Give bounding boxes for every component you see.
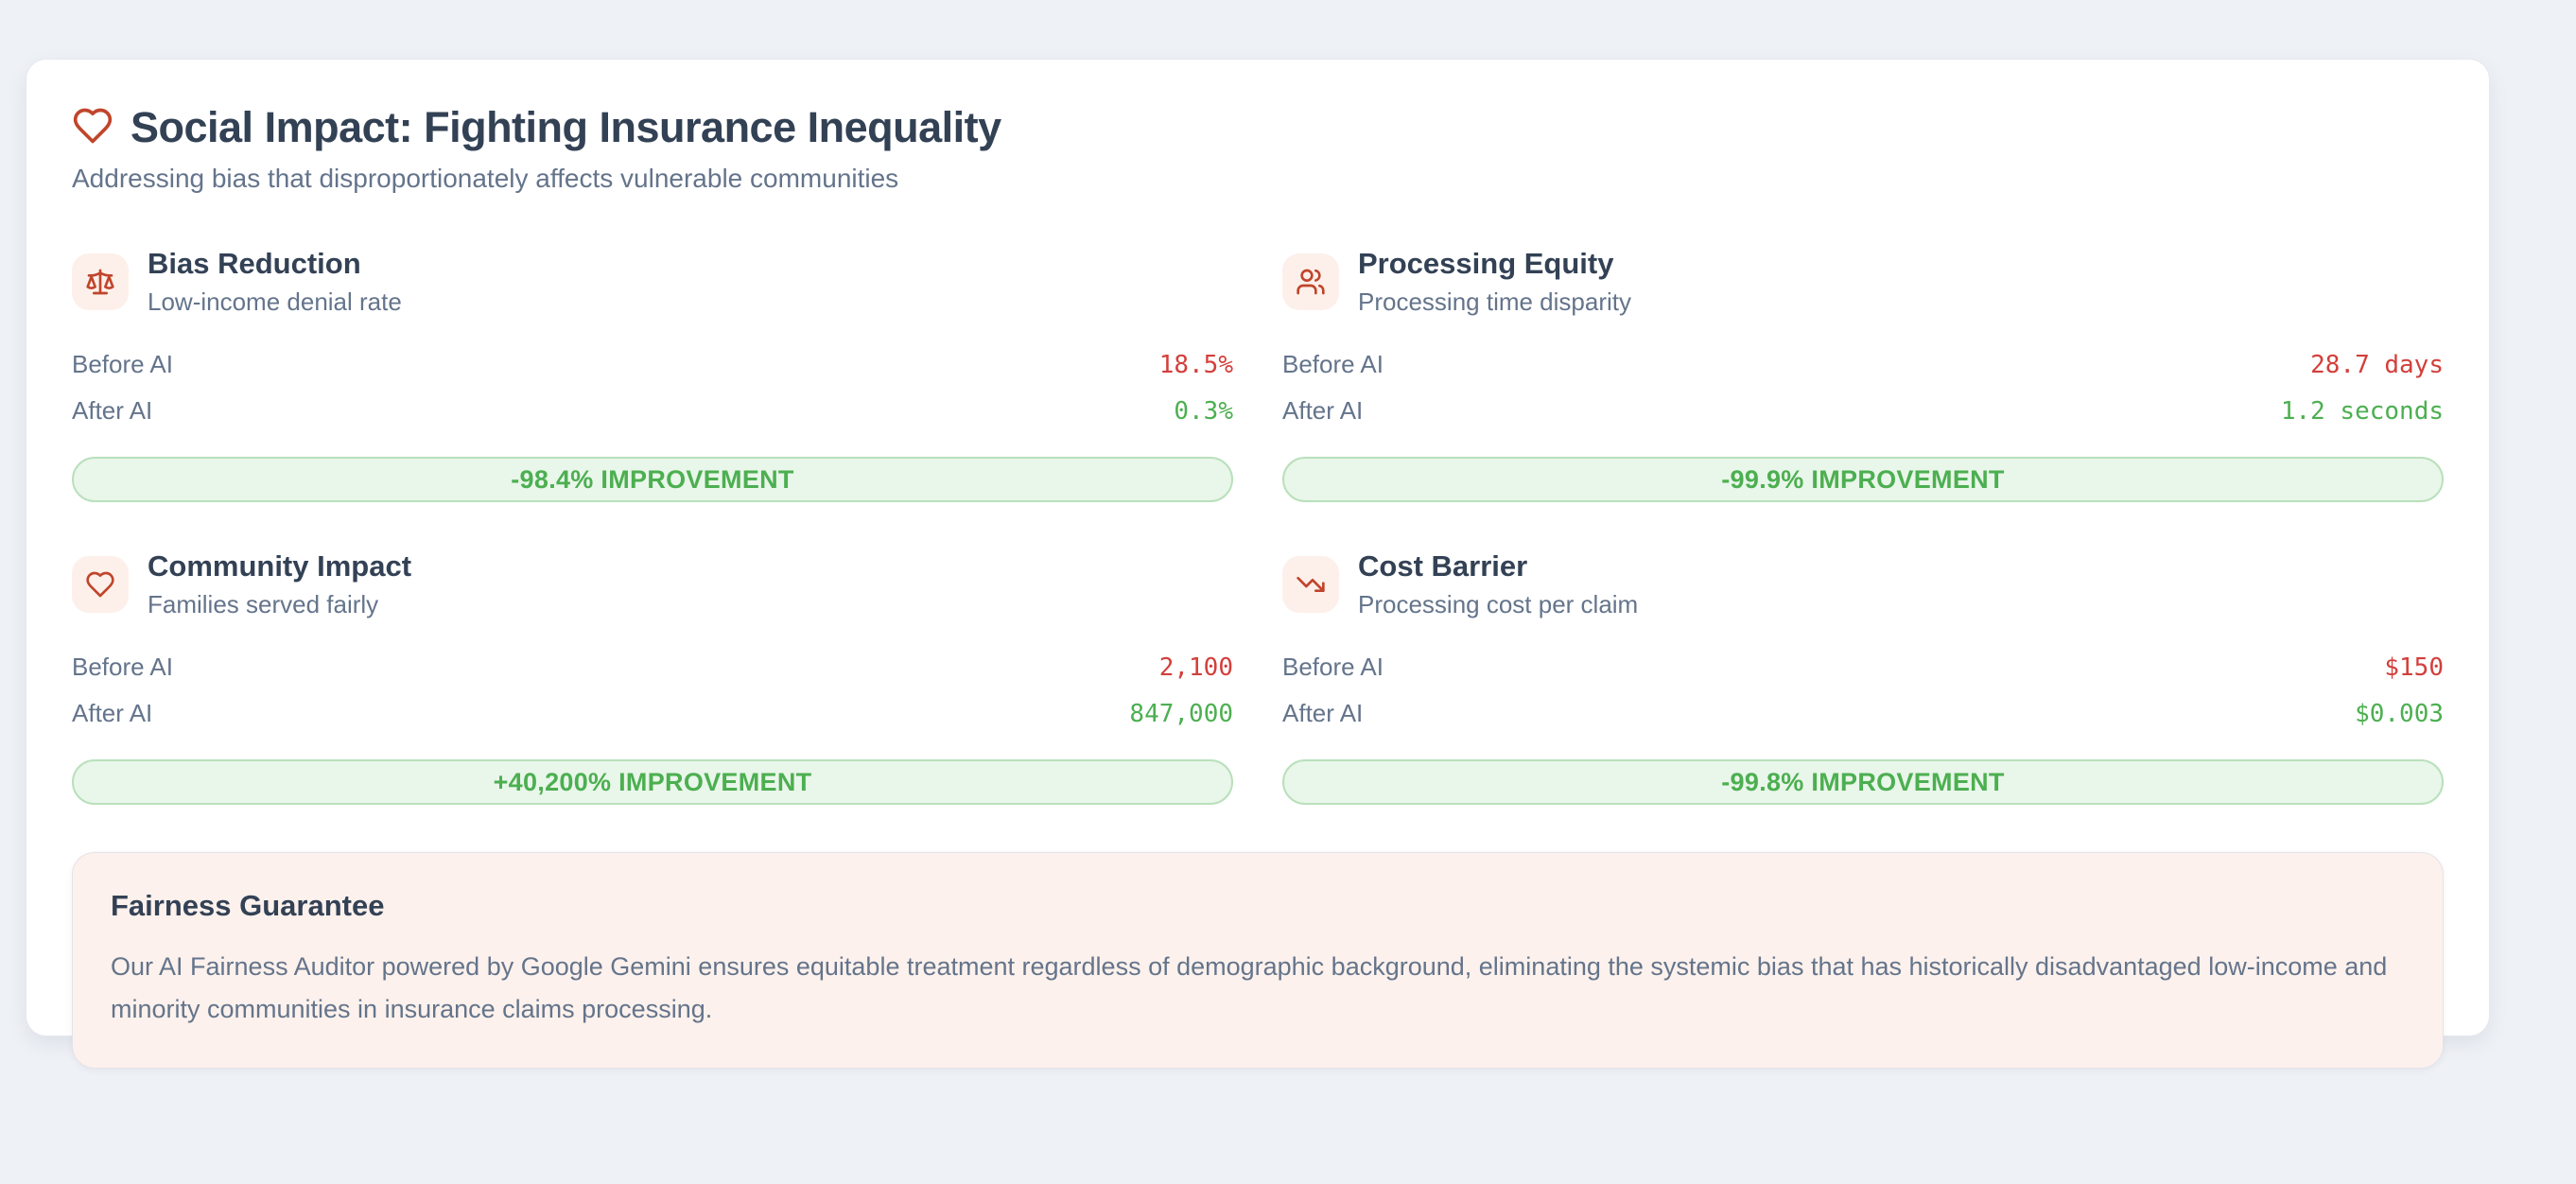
metric-subtitle: Processing cost per claim [1358,590,1639,618]
before-row: Before AI $150 [1282,644,2444,690]
fairness-body: Our AI Fairness Auditor powered by Googl… [111,952,2388,1023]
page-header: Social Impact: Fighting Insurance Inequa… [72,103,2444,152]
before-label: Before AI [72,653,173,681]
metric-header: Cost Barrier Processing cost per claim [1282,549,2444,619]
metric-header: Bias Reduction Low-income denial rate [72,247,1233,317]
metric-title: Cost Barrier [1358,549,1528,583]
metric-title: Community Impact [148,549,412,583]
metric-header-text: Processing Equity Processing time dispar… [1358,247,1631,317]
metric-header-text: Bias Reduction Low-income denial rate [148,247,402,317]
after-value: 847,000 [1129,699,1233,728]
metric-title: Processing Equity [1358,247,1614,280]
before-row: Before AI 18.5% [72,341,1233,388]
heart-icon [72,556,129,613]
improvement-badge: +40,200% IMPROVEMENT [72,759,1233,805]
trending-down-icon [1282,556,1339,613]
improvement-badge: -99.9% IMPROVEMENT [1282,457,2444,502]
metric-header: Community Impact Families served fairly [72,549,1233,619]
metric-subtitle: Low-income denial rate [148,287,402,316]
fairness-guarantee-box: Fairness Guarantee Our AI Fairness Audit… [72,852,2444,1070]
metric-rows: Before AI 18.5% After AI 0.3% [72,341,1233,434]
metric-header: Processing Equity Processing time dispar… [1282,247,2444,317]
after-label: After AI [72,396,153,425]
metric-rows: Before AI 28.7 days After AI 1.2 seconds [1282,341,2444,434]
metric-subtitle: Processing time disparity [1358,287,1631,316]
metrics-grid: Bias Reduction Low-income denial rate Be… [72,247,2444,805]
after-row: After AI 847,000 [72,690,1233,737]
page-title: Social Impact: Fighting Insurance Inequa… [131,103,1001,151]
after-label: After AI [1282,396,1364,425]
fairness-title: Fairness Guarantee [111,889,385,922]
social-impact-card: Social Impact: Fighting Insurance Inequa… [26,59,2490,1070]
before-label: Before AI [72,350,173,378]
improvement-badge: -99.8% IMPROVEMENT [1282,759,2444,805]
after-row: After AI 0.3% [72,388,1233,434]
users-icon [1282,253,1339,310]
before-label: Before AI [1282,350,1384,378]
after-row: After AI 1.2 seconds [1282,388,2444,434]
metric-rows: Before AI 2,100 After AI 847,000 [72,644,1233,737]
metric-processing-equity: Processing Equity Processing time dispar… [1282,247,2444,502]
metric-title: Bias Reduction [148,247,361,280]
metric-subtitle: Families served fairly [148,590,379,618]
before-row: Before AI 28.7 days [1282,341,2444,388]
before-value: 18.5% [1158,350,1233,379]
after-value: $0.003 [2355,699,2444,728]
before-row: Before AI 2,100 [72,644,1233,690]
before-label: Before AI [1282,653,1384,681]
page-subtitle: Addressing bias that disproportionately … [72,164,899,193]
metric-cost-barrier: Cost Barrier Processing cost per claim B… [1282,549,2444,805]
after-value: 0.3% [1174,396,1233,426]
after-row: After AI $0.003 [1282,690,2444,737]
before-value: $150 [2384,653,2444,682]
after-value: 1.2 seconds [2280,396,2444,426]
before-value: 28.7 days [2310,350,2444,379]
metric-header-text: Cost Barrier Processing cost per claim [1358,549,1638,619]
metric-header-text: Community Impact Families served fairly [148,549,411,619]
before-value: 2,100 [1158,653,1233,682]
metric-rows: Before AI $150 After AI $0.003 [1282,644,2444,737]
scales-icon [72,253,129,310]
after-label: After AI [72,699,153,727]
metric-community-impact: Community Impact Families served fairly … [72,549,1233,805]
after-label: After AI [1282,699,1364,727]
heart-icon [72,105,113,151]
improvement-badge: -98.4% IMPROVEMENT [72,457,1233,502]
metric-bias-reduction: Bias Reduction Low-income denial rate Be… [72,247,1233,502]
